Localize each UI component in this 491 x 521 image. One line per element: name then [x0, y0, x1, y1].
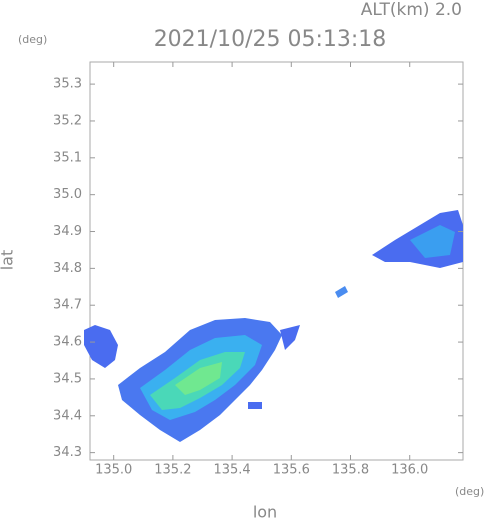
y-tick-label: 35.3 [53, 77, 82, 92]
x-tick-label: 135.8 [332, 463, 369, 478]
x-tick-label: 135.6 [273, 463, 310, 478]
y-tick-label: 34.4 [53, 408, 82, 423]
y-tick-label: 34.5 [53, 371, 82, 386]
chart-title: 2021/10/25 05:13:18 [154, 27, 387, 52]
y-tick-label: 35.0 [53, 187, 82, 202]
y-tick-label: 34.7 [53, 298, 82, 313]
x-tick-label: 135.0 [95, 463, 132, 478]
y-tick-label: 34.9 [53, 224, 82, 239]
y-tick-label: 34.3 [53, 445, 82, 460]
x-tick-label: 135.4 [213, 463, 250, 478]
altitude-label: ALT(km) 2.0 [361, 0, 462, 20]
y-unit: (deg) [18, 33, 47, 46]
y-tick-label: 34.6 [53, 335, 82, 350]
x-unit: (deg) [455, 485, 484, 498]
x-tick-label: 136.0 [391, 463, 428, 478]
y-axis-label: lat [0, 250, 17, 271]
y-tick-label: 35.1 [53, 150, 82, 165]
x-axis-label: lon [253, 503, 277, 521]
x-tick-label: 135.2 [154, 463, 191, 478]
y-tick-label: 34.8 [53, 261, 82, 276]
radar-echo [84, 210, 463, 442]
y-tick-label: 35.2 [53, 113, 82, 128]
